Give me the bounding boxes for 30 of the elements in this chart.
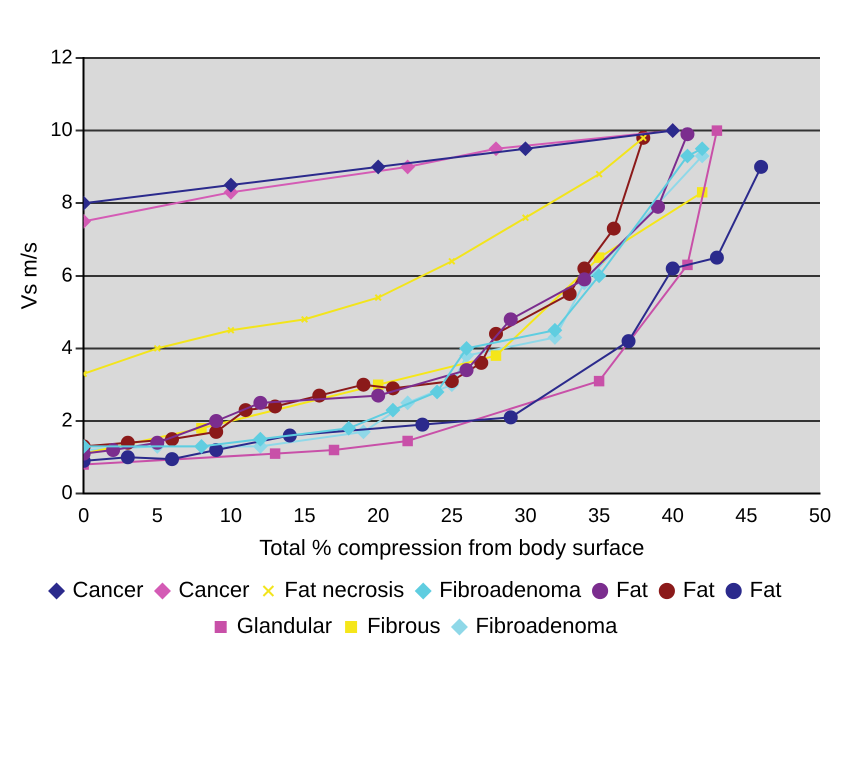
y-tick-label: 6 bbox=[62, 264, 73, 286]
x-tick-label: 5 bbox=[152, 505, 163, 528]
y-tick-label: 0 bbox=[62, 482, 73, 504]
legend-label: Fibroadenoma bbox=[439, 577, 582, 602]
x-tick-label: 20 bbox=[367, 505, 390, 528]
x-tick-label: 30 bbox=[514, 505, 537, 528]
legend-label: Fibrous bbox=[367, 613, 440, 638]
x-tick-label: 40 bbox=[662, 505, 684, 528]
y-axis-title: Vs m/s bbox=[16, 242, 42, 310]
x-tick-label: 15 bbox=[293, 505, 316, 528]
legend-label: Glandular bbox=[236, 613, 332, 638]
y-tick-label: 12 bbox=[50, 46, 73, 69]
x-tick-label: 35 bbox=[588, 505, 610, 528]
legend-label: Cancer bbox=[178, 577, 250, 602]
legend-label: Fibroadenoma bbox=[475, 613, 618, 638]
x-tick-label: 0 bbox=[78, 505, 90, 528]
legend-label: Fat necrosis bbox=[284, 577, 404, 602]
x-tick-label: 10 bbox=[220, 505, 242, 528]
y-tick-label: 2 bbox=[62, 410, 73, 432]
x-tick-label: 50 bbox=[808, 505, 832, 528]
legend-label: Fat bbox=[682, 577, 715, 602]
legend-label: Cancer bbox=[72, 577, 144, 602]
legend-label: Fat bbox=[616, 577, 648, 602]
x-tick-label: 45 bbox=[735, 505, 758, 528]
y-tick-label: 4 bbox=[62, 336, 73, 359]
legend-label: Fat bbox=[750, 577, 782, 602]
x-tick-label: 25 bbox=[440, 505, 463, 528]
y-tick-label: 8 bbox=[62, 192, 73, 214]
x-axis-title: Total % compression from body surface bbox=[259, 534, 644, 560]
y-tick-label: 10 bbox=[50, 119, 73, 142]
